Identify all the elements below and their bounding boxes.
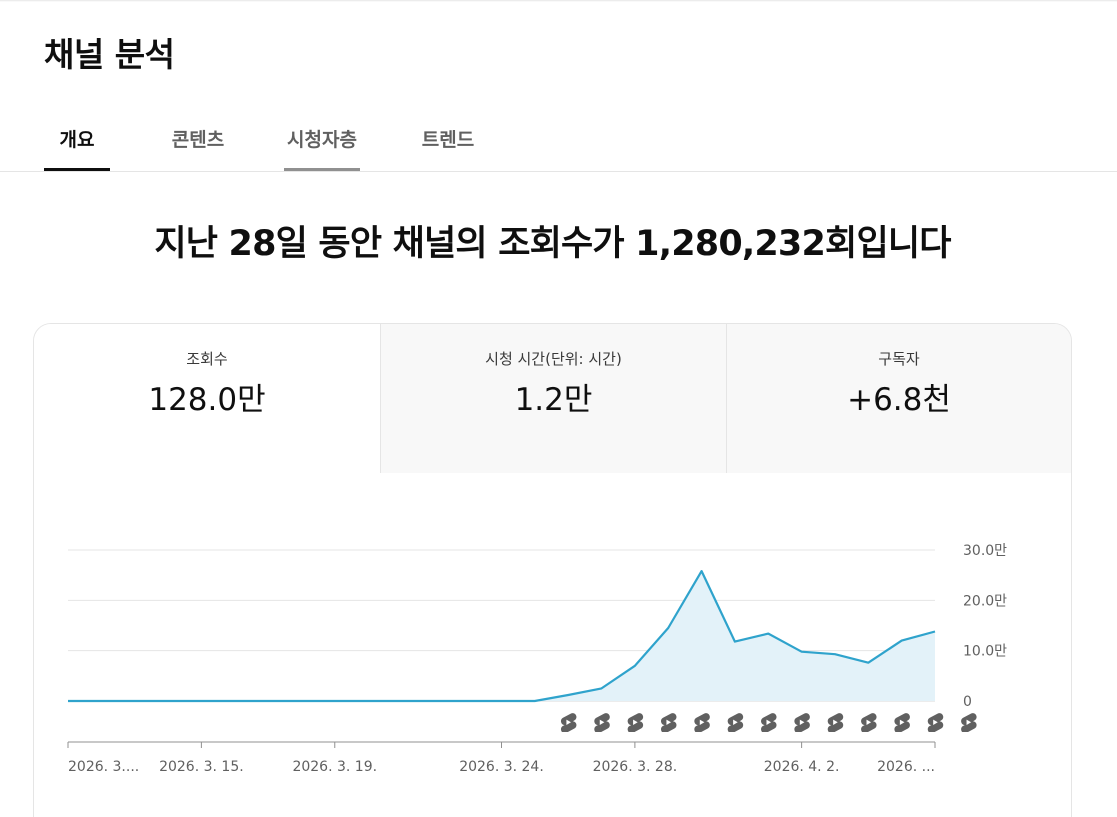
y-tick-label-1: 10.0만: [963, 644, 1007, 660]
shorts-icon[interactable]: [560, 713, 577, 733]
chart-y-axis: 0 10.0만 20.0만 30.0만: [963, 543, 1007, 710]
x-tick-label-0: 2026. 3....: [68, 759, 139, 775]
y-tick-label-2: 20.0만: [963, 593, 1007, 609]
tab-content-label: 콘텐츠: [171, 129, 225, 151]
shorts-icon[interactable]: [694, 713, 710, 733]
tab-audience-label: 시청자층: [287, 129, 357, 151]
views-series-line: [68, 569, 936, 703]
metric-subscribers-label: 구독자: [878, 350, 920, 368]
metric-views-label: 조회수: [186, 350, 228, 368]
page-title: 채널 분석: [44, 35, 175, 74]
shorts-icon[interactable]: [894, 713, 910, 733]
y-tick-label-0: 0: [963, 694, 972, 710]
shorts-icon[interactable]: [794, 713, 810, 733]
tab-trends[interactable]: 트렌드: [410, 108, 486, 171]
views-area: [68, 571, 935, 701]
views-chart-svg: 0 10.0만 20.0만 30.0만 2026. 3.... 2026. 3. 15.…: [67, 543, 1007, 775]
metric-subscribers-value: +6.8천: [847, 382, 951, 418]
tab-overview-label: 개요: [59, 129, 95, 151]
shorts-icon[interactable]: [660, 713, 677, 733]
shorts-icon[interactable]: [727, 713, 744, 733]
shorts-icon[interactable]: [761, 713, 777, 733]
x-tick-label-6: 2026. ...: [877, 759, 935, 775]
metric-subscribers[interactable]: 구독자 +6.8천: [726, 324, 1071, 473]
x-tick-label-5: 2026. 4. 2.: [764, 759, 840, 775]
summary-headline: 지난 28일 동안 채널의 조회수가 1,280,232회입니다: [154, 224, 951, 264]
x-tick-label-4: 2026. 3. 28.: [593, 759, 678, 775]
top-border: [0, 0, 1117, 2]
metric-tabs: 조회수 128.0만 시청 시간(단위: 시간) 1.2만 구독자 +6.8천: [34, 324, 1071, 473]
shorts-icon[interactable]: [627, 713, 644, 733]
chart-x-axis: 2026. 3.... 2026. 3. 15. 2026. 3. 19. 2026.…: [67, 741, 936, 775]
metrics-card: 조회수 128.0만 시청 시간(단위: 시간) 1.2만 구독자 +6.8천: [33, 323, 1072, 817]
x-tick-label-1: 2026. 3. 15.: [159, 759, 244, 775]
chart-shorts-markers: [560, 713, 977, 733]
metric-watch-time[interactable]: 시청 시간(단위: 시간) 1.2만: [380, 324, 726, 473]
metric-watch-time-label: 시청 시간(단위: 시간): [485, 350, 622, 368]
x-tick-label-3: 2026. 3. 24.: [459, 759, 544, 775]
shorts-icon[interactable]: [594, 713, 610, 733]
shorts-icon[interactable]: [961, 713, 977, 733]
views-chart: 0 10.0만 20.0만 30.0만 2026. 3.... 2026. 3. 15.…: [34, 474, 1071, 817]
tab-audience[interactable]: 시청자층: [284, 108, 360, 171]
y-tick-label-3: 30.0만: [963, 543, 1007, 559]
tabs-divider: [0, 171, 1117, 172]
tab-trends-label: 트렌드: [421, 129, 475, 151]
shorts-icon[interactable]: [861, 713, 877, 733]
x-tick-label-2: 2026. 3. 19.: [292, 759, 377, 775]
metric-views[interactable]: 조회수 128.0만: [34, 324, 380, 473]
tab-overview[interactable]: 개요: [44, 108, 110, 171]
tab-content[interactable]: 콘텐츠: [160, 108, 236, 171]
shorts-icon[interactable]: [927, 713, 944, 733]
chart-area-layer: [68, 571, 935, 701]
metric-views-value: 128.0만: [148, 382, 266, 418]
metric-watch-time-value: 1.2만: [514, 382, 593, 418]
analytics-tabs: 개요 콘텐츠 시청자층 트렌드: [44, 108, 486, 171]
shorts-icon[interactable]: [827, 713, 844, 733]
chart-line-layer: [68, 569, 936, 703]
